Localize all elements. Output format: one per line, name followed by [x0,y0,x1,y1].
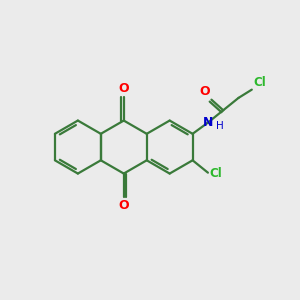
Text: H: H [216,121,224,130]
Text: Cl: Cl [254,76,266,89]
Text: N: N [203,116,213,128]
Text: O: O [118,199,129,212]
Text: O: O [118,82,129,95]
Text: Cl: Cl [210,167,222,180]
Text: O: O [200,85,210,98]
